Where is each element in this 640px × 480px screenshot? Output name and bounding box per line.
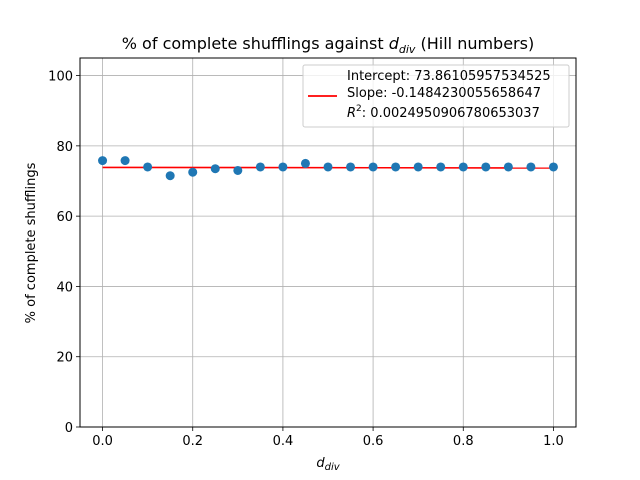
y-tick-label: 0 <box>65 421 73 436</box>
scatter-point <box>368 162 378 172</box>
scatter-point <box>323 162 333 172</box>
chart-title: % of complete shufflings against ddiv (H… <box>122 34 534 56</box>
scatter-point <box>233 165 243 175</box>
scatter-point <box>210 164 220 174</box>
x-tick-label: 0.2 <box>182 434 203 449</box>
scatter-point <box>120 156 130 166</box>
x-ticks: 0.0 0.2 0.4 0.6 0.8 1.0 <box>92 427 564 449</box>
legend-r2: R2: 0.002495090678065303​7 <box>347 104 540 121</box>
scatter-point <box>278 162 288 172</box>
legend-slope: Slope: -0.1484230055658647 <box>347 86 541 101</box>
scatter-point <box>188 167 198 177</box>
scatter-point <box>391 162 401 172</box>
scatter-point <box>346 162 356 172</box>
y-ticks: 0 20 40 60 80 100 <box>48 70 80 436</box>
legend-intercept: Intercept: 73.86105957534525 <box>347 69 551 84</box>
scatter-point <box>98 156 108 166</box>
scatter-point <box>503 162 513 172</box>
x-tick-label: 0.6 <box>363 434 384 449</box>
x-tick-label: 0.8 <box>453 434 474 449</box>
legend: Intercept: 73.86105957534525 Slope: -0.1… <box>302 64 570 128</box>
scatter-point <box>300 158 310 168</box>
x-tick-label: 0.4 <box>273 434 294 449</box>
scatter-point <box>436 162 446 172</box>
y-tick-label: 100 <box>48 70 73 85</box>
scatter-point <box>413 162 423 172</box>
x-axis-label: ddiv <box>316 456 340 473</box>
y-tick-label: 80 <box>56 140 73 155</box>
grid <box>80 58 576 428</box>
scatter-point <box>526 162 536 172</box>
scatter-point <box>255 162 265 172</box>
x-tick-label: 1.0 <box>543 434 564 449</box>
plot-frame <box>79 57 577 428</box>
legend-box <box>302 64 570 128</box>
x-tick-label: 0.0 <box>92 434 113 449</box>
y-axis-label: % of complete shufflings <box>24 162 39 323</box>
scatter-point <box>165 171 175 181</box>
y-tick-label: 60 <box>56 210 73 225</box>
y-tick-label: 20 <box>56 351 73 366</box>
scatter-point <box>548 162 558 172</box>
scatter-point <box>458 162 468 172</box>
scatter-point <box>143 162 153 172</box>
scatter-point <box>481 162 491 172</box>
scatter-points <box>98 156 558 181</box>
y-tick-label: 40 <box>56 280 73 295</box>
